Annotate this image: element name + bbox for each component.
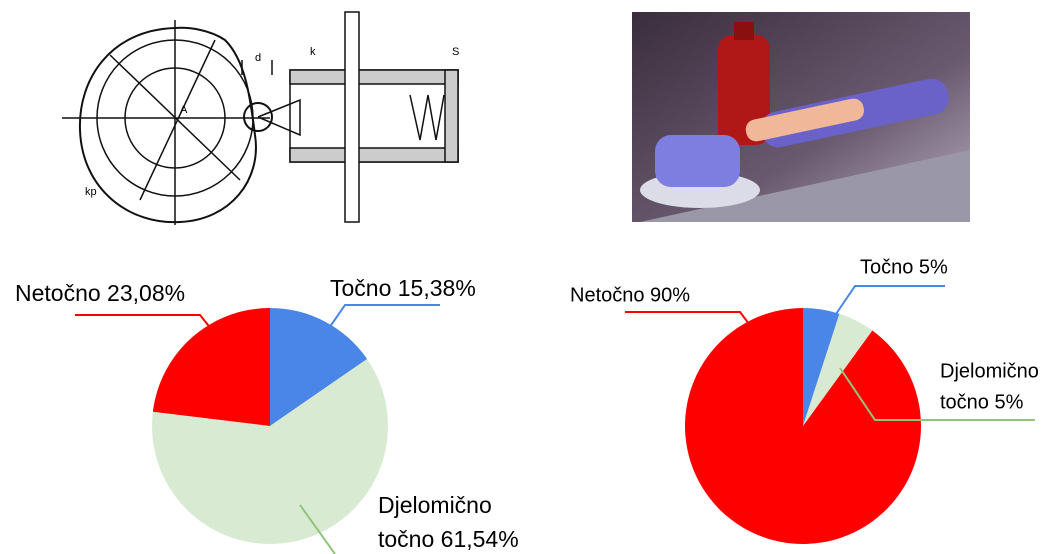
slice-label: Točno 15,38%: [330, 275, 476, 301]
diagram-label: S: [452, 46, 459, 58]
pie-slice: [152, 308, 270, 426]
leader-line: [625, 311, 781, 366]
diagram-label: A: [180, 104, 188, 116]
leader-line: [839, 367, 1035, 421]
slice-label: Točno 5%: [860, 256, 948, 278]
slice-label: Netočno 23,08%: [15, 280, 185, 306]
slice-label: točno 61,54%: [378, 526, 519, 552]
pie-chart: Točno 5% Djelomično točno 5% Netočno 90%: [570, 256, 1039, 544]
leader-line: [75, 314, 241, 366]
diagram-label: k: [310, 46, 316, 58]
slice-label: točno 5%: [940, 391, 1024, 413]
slice-label: Netočno 90%: [570, 284, 690, 306]
leader-line: [814, 285, 945, 346]
render-image: [632, 12, 970, 222]
slice-label: Djelomično: [940, 360, 1039, 382]
pie-slice: [803, 313, 873, 426]
pie-slice: [803, 308, 840, 426]
pie-slice: [270, 308, 368, 426]
leader-line: [299, 304, 440, 371]
diagram-label: kp: [85, 186, 97, 198]
mechanism-diagram: [62, 11, 459, 225]
diagram-label: d: [255, 52, 261, 64]
pie-slice: [151, 358, 388, 544]
slice-label: Djelomično: [378, 492, 492, 518]
pie-slice: [684, 308, 921, 544]
leader-line: [299, 504, 336, 554]
pie-chart: Točno 15,38% Djelomično točno 61,54% Netočn…: [15, 275, 519, 554]
diagram-labels: d k S A kp: [85, 46, 459, 198]
